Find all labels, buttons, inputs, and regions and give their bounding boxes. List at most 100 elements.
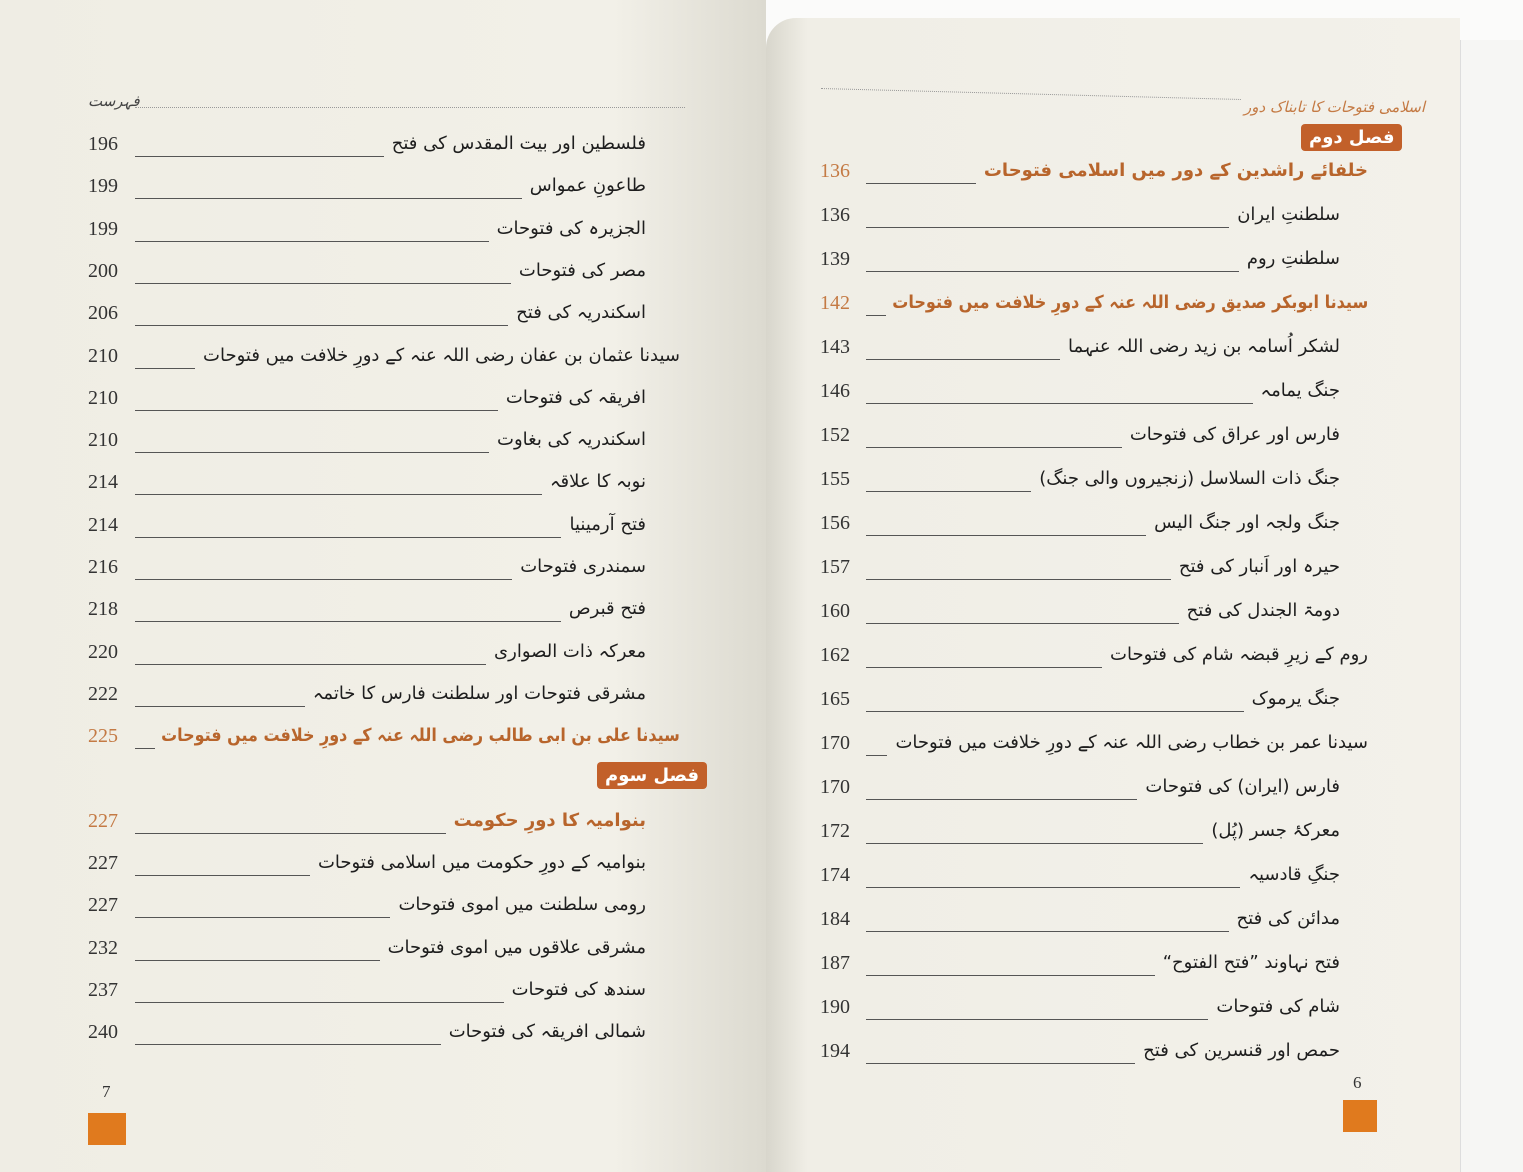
toc-title: مشرقی علاقوں میں اموی فتوحات — [387, 936, 646, 958]
toc-page-number: 194 — [820, 1040, 850, 1062]
leader-line — [866, 183, 976, 184]
toc-title: لشکر اُسامہ بن زید رضی اللہ عنہما — [1068, 336, 1340, 357]
toc-title: سیدنا عثمان بن عفان رضی اللہ عنہ کے دورِ… — [203, 344, 680, 366]
toc-page-number: 172 — [820, 820, 850, 842]
leader-line — [866, 623, 1179, 624]
toc-page-number: 187 — [820, 952, 850, 974]
toc-page-number: 152 — [820, 424, 850, 446]
toc-entry[interactable]: 227 بنوامیہ کا دورِ حکومت — [88, 810, 646, 840]
toc-entry[interactable]: 172 معرکۂ جسر (پُل) — [820, 820, 1340, 850]
leader-line — [135, 705, 305, 707]
toc-entry[interactable]: 194 حمص اور قنسرین کی فتح — [820, 1040, 1340, 1070]
toc-entry[interactable]: 200 مصر کی فتوحات — [88, 260, 646, 290]
toc-entry[interactable]: 160 دومۃ الجندل کی فتح — [820, 600, 1340, 630]
toc-title: فارس اور عراق کی فتوحات — [1129, 424, 1340, 445]
toc-page-number: 206 — [88, 302, 118, 325]
toc-page-number: 210 — [88, 344, 118, 367]
toc-title: سیدنا علی بن ابی طالب رضی اللہ عنہ کے دو… — [161, 725, 680, 747]
toc-entry[interactable]: 136 سلطنتِ ایران — [820, 204, 1340, 234]
leader-line — [866, 667, 1102, 668]
toc-entry[interactable]: 187 فتح نہاوند ”فتح الفتوح“ — [820, 952, 1340, 982]
toc-entry[interactable]: 210 اسکندریہ کی بغاوت — [88, 429, 646, 459]
toc-title: فتح نہاوند ”فتح الفتوح“ — [1162, 952, 1340, 973]
toc-entry[interactable]: 174 جنگِ قادسیہ — [820, 864, 1340, 894]
page-number: 6 — [1353, 1073, 1362, 1092]
toc-entry[interactable]: 162 روم کے زیرِ قبضہ شام کی فتوحات — [820, 644, 1368, 674]
toc-entry[interactable]: 210 سیدنا عثمان بن عفان رضی اللہ عنہ کے د… — [88, 345, 680, 375]
leader-line — [135, 452, 489, 454]
toc-title: مشرقی فتوحات اور سلطنت فارس کا خاتمہ — [312, 682, 646, 704]
toc-entry[interactable]: 214 فتح آرمینیا — [88, 514, 646, 544]
toc-entry[interactable]: 156 جنگ ولجہ اور جنگ الیس — [820, 512, 1340, 542]
leader-line — [135, 748, 155, 750]
right-page: اسلامی فتوحات کا تابناک دور فصل دوم 136 خ… — [766, 18, 1460, 1172]
toc-entry[interactable]: 210 افریقہ کی فتوحات — [88, 387, 646, 417]
toc-page-number: 156 — [820, 512, 850, 534]
toc-title: جنگ یرموک — [1251, 688, 1340, 709]
leader-line — [135, 875, 310, 877]
running-head: اسلامی فتوحات کا تابناک دور — [1244, 98, 1426, 116]
leader-line — [866, 447, 1122, 448]
leader-line — [866, 711, 1244, 712]
toc-entry[interactable]: 136 خلفائے راشدین کے دور میں اسلامی فتوحا… — [820, 160, 1368, 190]
toc-entry[interactable]: 196 فلسطین اور بیت المقدس کی فتح — [88, 133, 646, 163]
toc-entry[interactable]: 165 جنگ یرموک — [820, 688, 1340, 718]
toc-entry[interactable]: 216 سمندری فتوحات — [88, 556, 646, 586]
toc-page-number: 155 — [820, 468, 850, 490]
toc-entry[interactable]: 227 بنوامیہ کے دورِ حکومت میں اسلامی فتوح… — [88, 852, 646, 882]
toc-title: بنوامیہ کا دورِ حکومت — [453, 809, 646, 831]
toc-title: طاعونِ عمواس — [529, 175, 646, 197]
toc-entry[interactable]: 237 سندھ کی فتوحات — [88, 979, 646, 1009]
toc-title: بنوامیہ کے دورِ حکومت میں اسلامی فتوحات — [317, 852, 646, 874]
toc-entry[interactable]: 218 فتح قبرص — [88, 598, 646, 628]
toc-entry[interactable]: 240 شمالی افریقہ کی فتوحات — [88, 1021, 646, 1051]
toc-entry[interactable]: 146 جنگ یمامہ — [820, 380, 1340, 410]
leader-line — [135, 240, 489, 242]
toc-entry[interactable]: 155 جنگ ذات السلاسل (زنجیروں والی جنگ) — [820, 468, 1340, 498]
toc-entry[interactable]: 222 مشرقی فتوحات اور سلطنت فارس کا خاتمہ — [88, 683, 646, 713]
leader-line — [135, 579, 512, 580]
header-rule — [135, 107, 685, 108]
toc-page-number: 199 — [88, 175, 118, 198]
toc-entry[interactable]: 220 معرکہ ذات الصواری — [88, 641, 646, 671]
header-rule — [820, 88, 1241, 100]
toc-title: دومۃ الجندل کی فتح — [1186, 600, 1340, 621]
toc-entry[interactable]: 143 لشکر اُسامہ بن زید رضی اللہ عنہما — [820, 336, 1340, 366]
running-head: فہرست — [88, 92, 140, 110]
toc-title: نوبہ کا علاقہ — [550, 471, 646, 493]
toc-title: حمص اور قنسرین کی فتح — [1143, 1040, 1340, 1061]
toc-page-number: 136 — [820, 160, 850, 182]
toc-entry[interactable]: 139 سلطنتِ روم — [820, 248, 1340, 278]
toc-title: سیدنا عمر بن خطاب رضی اللہ عنہ کے دورِ خ… — [895, 732, 1368, 753]
leader-line — [135, 367, 195, 369]
toc-title: سندھ کی فتوحات — [511, 979, 646, 1000]
toc-title: رومی سلطنت میں اموی فتوحات — [398, 894, 646, 916]
toc-title: اسکندریہ کی فتح — [516, 302, 646, 324]
book-cover-edge — [1460, 40, 1523, 1172]
toc-entry[interactable]: 190 شام کی فتوحات — [820, 996, 1340, 1026]
toc-entry[interactable]: 199 الجزیرہ کی فتوحات — [88, 218, 646, 248]
toc-page-number: 165 — [820, 688, 850, 710]
toc-page-number: 143 — [820, 336, 850, 358]
toc-entry[interactable]: 170 فارس (ایران) کی فتوحات — [820, 776, 1340, 806]
toc-entry[interactable]: 152 فارس اور عراق کی فتوحات — [820, 424, 1340, 454]
toc-title: فلسطین اور بیت المقدس کی فتح — [391, 133, 646, 154]
toc-entry[interactable]: 232 مشرقی علاقوں میں اموی فتوحات — [88, 937, 646, 967]
toc-entry[interactable]: 157 حیرہ اور اَنبار کی فتح — [820, 556, 1340, 586]
leader-line — [866, 931, 1229, 932]
leader-line — [866, 579, 1171, 580]
toc-entry[interactable]: 184 مدائن کی فتح — [820, 908, 1340, 938]
toc-entry[interactable]: 170 سیدنا عمر بن خطاب رضی اللہ عنہ کے دور… — [820, 732, 1368, 762]
toc-page-number: 170 — [820, 776, 850, 798]
leader-line — [866, 403, 1253, 404]
toc-entry[interactable]: 225 سیدنا علی بن ابی طالب رضی اللہ عنہ کے… — [88, 725, 680, 755]
leader-line — [135, 917, 390, 919]
toc-entry[interactable]: 199 طاعونِ عمواس — [88, 175, 646, 205]
leader-line — [866, 491, 1031, 492]
toc-entry[interactable]: 142 سیدنا ابوبکر صدیق رضی اللہ عنہ کے دور… — [820, 292, 1368, 322]
toc-entry[interactable]: 206 اسکندریہ کی فتح — [88, 302, 646, 332]
toc-entry[interactable]: 227 رومی سلطنت میں اموی فتوحات — [88, 894, 646, 924]
leader-line — [135, 536, 561, 538]
toc-entry[interactable]: 214 نوبہ کا علاقہ — [88, 471, 646, 501]
leader-line — [866, 359, 1060, 360]
